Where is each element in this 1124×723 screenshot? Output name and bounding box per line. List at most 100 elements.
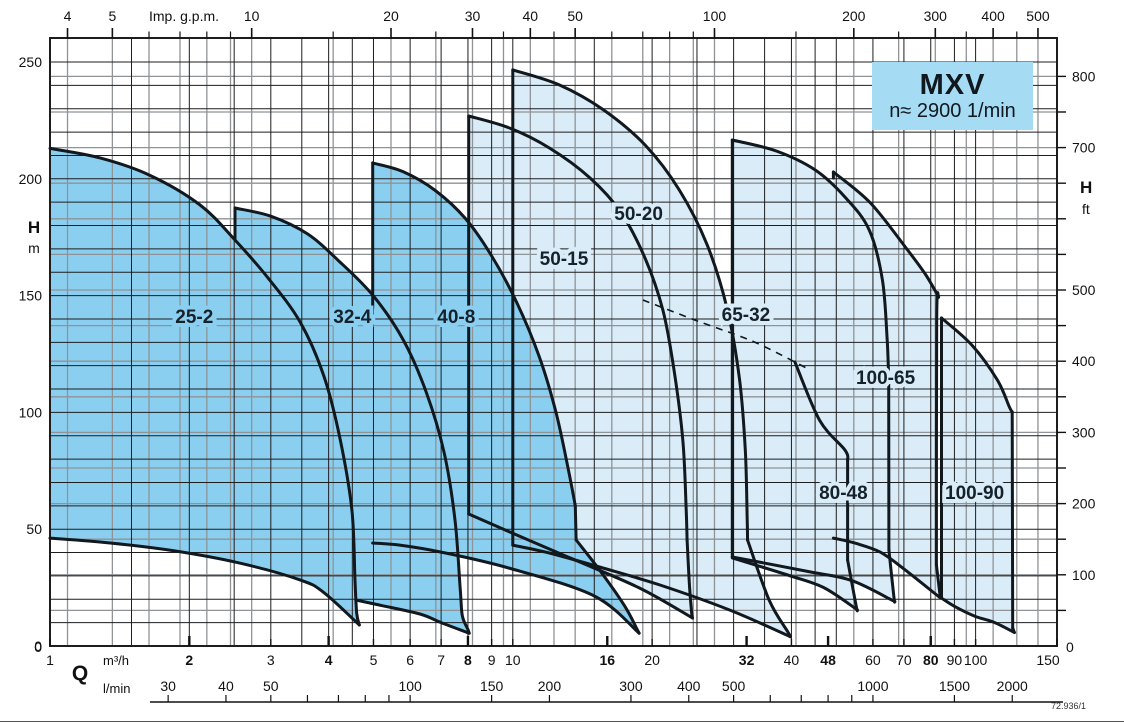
right-axis-value: 400 xyxy=(1072,353,1096,369)
bottom-lmin-value: 400 xyxy=(677,678,701,694)
curve-100-90 xyxy=(1010,410,1015,630)
bottom-m3h-value: 5 xyxy=(370,652,378,668)
bottom-m3h-value: 32 xyxy=(739,652,755,668)
region-fill-layer xyxy=(50,69,1015,637)
top-axis-value: 30 xyxy=(465,8,481,24)
bottom-lmin-value: 300 xyxy=(619,678,643,694)
bottom-lmin-value: 50 xyxy=(263,678,279,694)
top-axis-value: 500 xyxy=(1026,8,1050,24)
right-axis-symbol: H xyxy=(1080,178,1092,197)
top-axis-value: 40 xyxy=(523,8,539,24)
bottom-lmin-value: 2000 xyxy=(997,678,1028,694)
title-box: MXV n≈ 2900 1/min xyxy=(872,62,1033,130)
bottom-m3h-value: 6 xyxy=(406,652,414,668)
curve-65-32 xyxy=(730,555,897,604)
bottom-m3h-value: 40 xyxy=(784,652,800,668)
curve-100-65 xyxy=(934,291,941,567)
right-axis-value: 700 xyxy=(1072,140,1096,156)
right-axis-zero: 0 xyxy=(1066,639,1074,655)
bottom-m3h-value: 3 xyxy=(267,652,275,668)
pump-speed-label: n≈ 2900 1/min xyxy=(889,99,1016,122)
flow-axis-symbol: Q xyxy=(72,662,88,685)
region-fill-100-90 xyxy=(941,318,1015,633)
region-stroke-layer xyxy=(48,68,1016,639)
left-axis-value: 200 xyxy=(19,171,43,187)
curve-25-2 xyxy=(48,536,361,627)
top-axis-value: 20 xyxy=(383,8,399,24)
region-label-40-8: 40-8 xyxy=(437,307,475,328)
pump-model-title: MXV xyxy=(919,69,986,102)
bottom-m3h-value: 100 xyxy=(964,652,988,668)
left-axis-value: 0 xyxy=(34,638,42,654)
left-axis-unit: m xyxy=(28,240,40,256)
bottom-lmin-value: 150 xyxy=(480,678,504,694)
bottom-lmin-value: 40 xyxy=(218,678,234,694)
region-label-50-15: 50-15 xyxy=(540,249,589,270)
bottom-lmin-value: 500 xyxy=(722,678,746,694)
curve-50-15 xyxy=(467,114,689,542)
region-fill-100-65 xyxy=(833,172,941,599)
bottom-m3h-value: 150 xyxy=(1036,652,1060,668)
top-axis-value: 100 xyxy=(703,8,727,24)
region-label-layer: 50-15 50-20 65-32 80-48 100-65 100-90 25-2 32-4… xyxy=(171,200,1008,508)
top-axis-value: 300 xyxy=(924,8,948,24)
curve-50-20 xyxy=(511,543,792,639)
region-label-100-65: 100-65 xyxy=(856,368,916,389)
left-axis-value: 100 xyxy=(19,404,43,420)
left-axis-value: 50 xyxy=(26,521,42,537)
bottom-m3h-value: 20 xyxy=(644,652,660,668)
right-axis-unit: ft xyxy=(1082,201,1090,217)
bottom-m3h-unit: m³/h xyxy=(103,653,129,668)
region-label-100-90: 100-90 xyxy=(945,483,1004,504)
curve-40-8 xyxy=(371,541,641,635)
curve-25-2 xyxy=(48,146,361,627)
top-axis-value: 400 xyxy=(981,8,1005,24)
right-axis-value: 300 xyxy=(1072,424,1096,440)
bottom-m3h-value: 10 xyxy=(505,652,521,668)
bottom-lmin-unit: l/min xyxy=(103,681,130,696)
bottom-m3h-value: 48 xyxy=(820,652,836,668)
top-axis-value: 4 xyxy=(64,8,72,24)
top-axis-value: 10 xyxy=(244,8,260,24)
bottom-m3h-value: 4 xyxy=(325,652,333,668)
bottom-m3h-value: 90 xyxy=(947,652,963,668)
right-axis-value: 800 xyxy=(1072,68,1096,84)
curve-80-48 xyxy=(730,556,859,612)
bottom-lmin-value: 1500 xyxy=(939,678,970,694)
curve-32-4 xyxy=(233,206,471,635)
region-label-32-4: 32-4 xyxy=(333,307,371,328)
curve-40-8 xyxy=(371,161,577,508)
right-axis-value: 500 xyxy=(1072,282,1096,298)
region-fill-50-20 xyxy=(512,69,791,637)
bottom-lmin-value: 200 xyxy=(538,678,562,694)
region-label-50-20: 50-20 xyxy=(614,204,663,225)
bottom-m3h-value: 80 xyxy=(923,652,939,668)
curve-32-4 xyxy=(354,598,471,635)
curve-100-65 xyxy=(831,536,943,600)
dashed-guide-line xyxy=(642,299,807,369)
top-axis-value: 5 xyxy=(108,8,116,24)
curve-100-90 xyxy=(940,316,1014,414)
curve-65-32 xyxy=(730,138,891,382)
bottom-lmin-value: 30 xyxy=(160,678,176,694)
left-axis-value: 150 xyxy=(19,288,43,304)
region-fill-80-48 xyxy=(732,361,858,611)
bottom-m3h-value: 16 xyxy=(599,652,615,668)
bottom-m3h-value: 70 xyxy=(896,652,912,668)
bottom-m3h-value: 7 xyxy=(437,652,445,668)
left-axis-symbol: H xyxy=(28,218,40,237)
title-box-bg xyxy=(872,62,1033,130)
right-axis-value: 200 xyxy=(1072,496,1096,512)
bottom-m3h-value: 8 xyxy=(464,652,472,668)
bottom-zero: 0 xyxy=(34,639,42,655)
right-axis-value: 100 xyxy=(1072,567,1096,583)
curve-40-8 xyxy=(573,504,578,542)
bottom-lmin-value: 100 xyxy=(398,678,422,694)
left-axis-value: 250 xyxy=(19,54,43,70)
curve-100-65 xyxy=(831,170,941,299)
region-fill-40-8 xyxy=(372,162,640,634)
